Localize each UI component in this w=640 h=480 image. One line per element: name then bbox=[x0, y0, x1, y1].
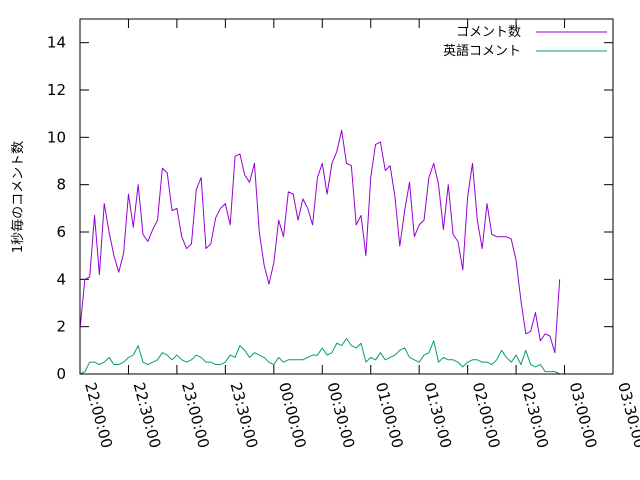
y-tick-label: 4 bbox=[56, 270, 66, 288]
y-tick-labels: 0 2 4 6 8 10 12 14 bbox=[47, 34, 66, 383]
x-tick-label: 22:30:00 bbox=[130, 380, 165, 450]
y-tick-label: 10 bbox=[47, 128, 66, 146]
plot-border bbox=[79, 18, 614, 375]
series-lines bbox=[79, 129, 561, 375]
y-tick-label: 8 bbox=[56, 176, 66, 194]
y-tick-label: 14 bbox=[47, 34, 66, 52]
x-tick-label: 00:30:00 bbox=[323, 380, 358, 450]
y-axis-title: 1秒毎のコメント数 bbox=[10, 141, 26, 253]
legend-label-comments: コメント数 bbox=[456, 25, 521, 40]
x-tick-label: 03:00:00 bbox=[566, 380, 601, 450]
x-tick-label: 01:30:00 bbox=[420, 380, 455, 450]
x-tick-label: 02:00:00 bbox=[469, 380, 504, 450]
series-line-comments bbox=[79, 129, 561, 354]
x-tick-labels: 22:00:00 22:30:00 23:00:00 23:30:00 00:00:00… bbox=[81, 380, 640, 450]
legend-label-english: 英語コメント bbox=[443, 43, 521, 59]
x-tick-label: 23:00:00 bbox=[178, 380, 213, 450]
x-tick-label: 22:00:00 bbox=[81, 380, 116, 450]
y-tick-label: 2 bbox=[56, 318, 66, 336]
x-tick-label: 00:00:00 bbox=[275, 380, 310, 450]
y-tick-label: 12 bbox=[47, 81, 66, 99]
x-tick-label: 01:00:00 bbox=[372, 380, 407, 450]
y-tick-label: 0 bbox=[56, 365, 66, 383]
series-line-english bbox=[79, 338, 560, 375]
x-tick-label: 02:30:00 bbox=[517, 380, 552, 450]
x-tick-label: 23:30:00 bbox=[226, 380, 261, 450]
y-tick-label: 6 bbox=[56, 223, 66, 241]
legend: コメント数 英語コメント bbox=[443, 25, 607, 59]
x-tick-label: 03:30:00 bbox=[614, 380, 640, 450]
